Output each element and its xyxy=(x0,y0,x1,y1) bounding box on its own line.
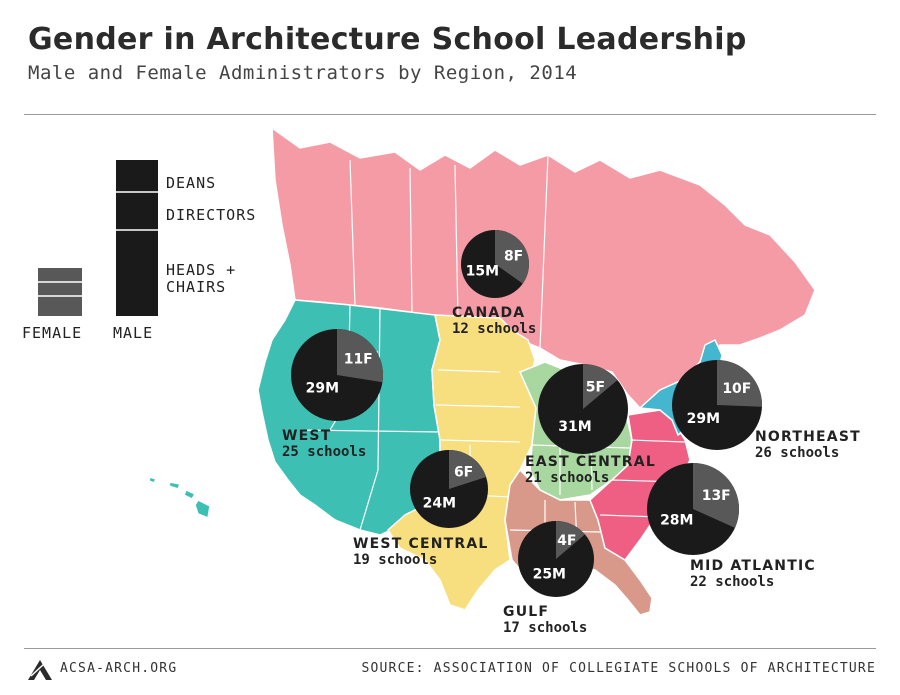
legend-male-bar xyxy=(116,160,158,316)
page-subtitle: Male and Female Administrators by Region… xyxy=(28,62,578,84)
region-schools-canada: 12 schools xyxy=(452,321,536,337)
pie-male-label-west-central: 24M xyxy=(423,495,456,511)
pie-female-canada xyxy=(495,230,529,284)
pie-male-label-northeast: 29M xyxy=(687,411,720,427)
pie-female-label-mid-atlantic: 13F xyxy=(702,488,731,504)
pie-female-west-central xyxy=(449,450,487,489)
legend-heads-label-line1: HEADS + xyxy=(166,261,236,279)
region-schools-east-central: 21 schools xyxy=(525,470,609,486)
footer-site-link[interactable]: ACSA-ARCH.ORG xyxy=(60,661,178,676)
pie-female-east-central xyxy=(583,364,618,409)
legend-directors-label: DIRECTORS xyxy=(166,206,256,224)
pie-female-northeast xyxy=(717,360,762,407)
pie-male-label-mid-atlantic: 28M xyxy=(660,513,693,529)
region-label-northeast: NORTHEAST xyxy=(755,429,861,445)
pie-male-label-west: 29M xyxy=(306,381,339,397)
pie-female-label-northeast: 10F xyxy=(722,381,751,397)
region-schools-west: 25 schools xyxy=(282,444,366,460)
pie-female-gulf xyxy=(556,521,585,559)
region-label-west: WEST xyxy=(282,428,331,444)
acsa-logo-icon xyxy=(28,660,52,680)
pie-male-label-canada: 15M xyxy=(466,264,499,280)
region-schools-west-central: 19 schools xyxy=(353,552,437,568)
pie-female-label-west: 11F xyxy=(344,352,373,368)
region-label-canada: CANADA xyxy=(452,305,525,321)
pie-female-label-canada: 8F xyxy=(504,248,523,264)
canada-province-lines xyxy=(349,154,549,349)
pie-female-west xyxy=(337,329,383,383)
pie-female-label-east-central: 5F xyxy=(586,380,605,396)
page-title: Gender in Architecture School Leadership xyxy=(28,22,747,57)
pie-female-label-gulf: 4F xyxy=(557,533,576,549)
pie-male-label-east-central: 31M xyxy=(558,419,591,435)
pie-male-label-gulf: 25M xyxy=(533,566,566,582)
region-hawaii xyxy=(148,476,211,520)
region-label-gulf: GULF xyxy=(503,604,549,620)
region-label-west-central: WEST CENTRAL xyxy=(353,536,489,552)
region-schools-gulf: 17 schools xyxy=(503,620,587,636)
west-central-state-lines xyxy=(435,369,521,498)
region-schools-northeast: 26 schools xyxy=(755,445,839,461)
legend-female-label: FEMALE xyxy=(22,324,82,342)
legend-female-bar xyxy=(38,268,82,316)
pie-female-mid-atlantic xyxy=(693,463,739,528)
pie-female-label-west-central: 6F xyxy=(454,465,473,481)
legend-deans-label: DEANS xyxy=(166,174,216,192)
region-label-east-central: EAST CENTRAL xyxy=(525,454,656,470)
footer-source: SOURCE: ASSOCIATION OF COLLEGIATE SCHOOL… xyxy=(361,661,876,676)
bottom-divider xyxy=(24,648,876,649)
region-schools-mid-atlantic: 22 schools xyxy=(690,574,774,590)
region-label-mid-atlantic: MID ATLANTIC xyxy=(690,558,816,574)
legend-male-label: MALE xyxy=(113,324,153,342)
top-divider xyxy=(24,114,876,115)
legend-heads-label-line2: CHAIRS xyxy=(166,278,226,296)
legend: DEANS DIRECTORS HEADS + CHAIRS FEMALE MA… xyxy=(22,160,256,342)
